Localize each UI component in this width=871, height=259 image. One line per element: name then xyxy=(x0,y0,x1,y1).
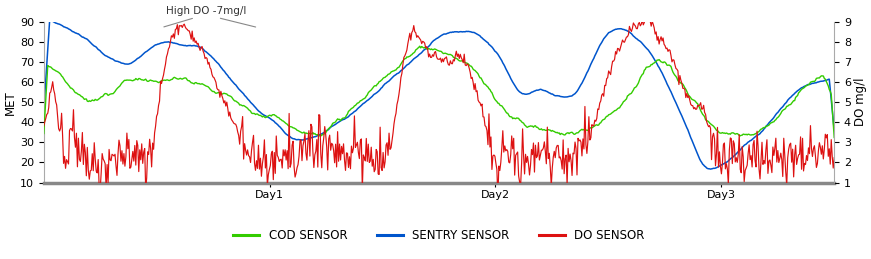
Text: High DO -7mg/l: High DO -7mg/l xyxy=(166,6,246,16)
Legend: COD SENSOR, SENTRY SENSOR, DO SENSOR: COD SENSOR, SENTRY SENSOR, DO SENSOR xyxy=(228,224,650,246)
Y-axis label: DO mg/l: DO mg/l xyxy=(854,78,867,126)
Y-axis label: MET: MET xyxy=(4,90,17,114)
